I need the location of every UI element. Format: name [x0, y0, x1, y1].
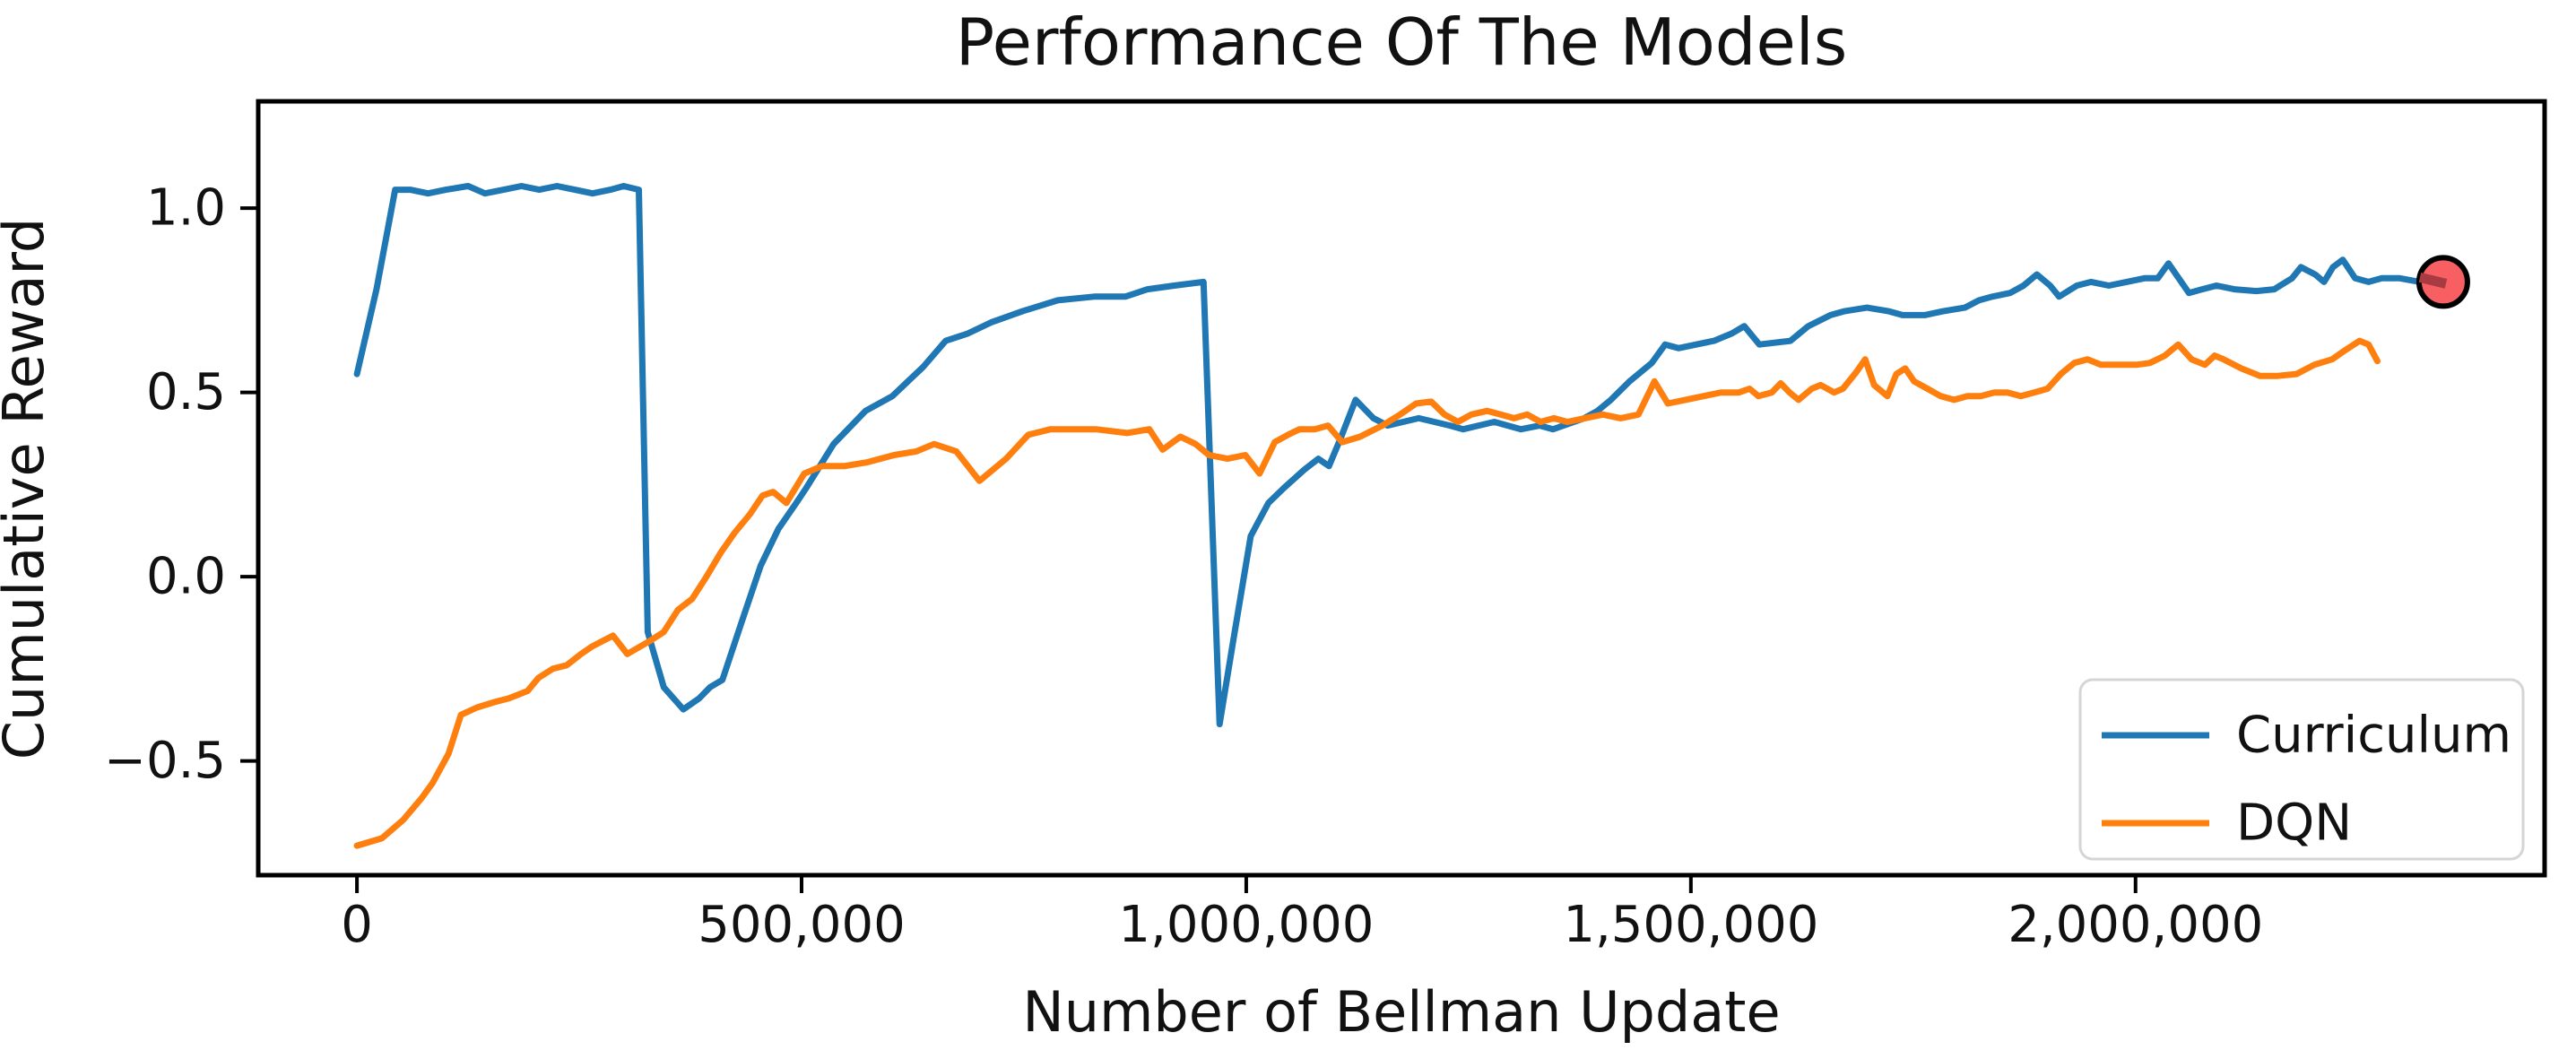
series-line-dqn — [353, 337, 2381, 849]
legend-curriculum-label: Curriculum — [2236, 707, 2511, 765]
legend: Curriculum DQN — [2078, 678, 2525, 861]
x-tick-label: 0 — [341, 896, 373, 954]
plot-frame — [256, 99, 2547, 878]
x-tick-label: 1,000,000 — [1118, 896, 1374, 954]
end-marker — [2416, 255, 2470, 309]
y-tick-label: 0.0 — [146, 548, 226, 606]
legend-dqn-label: DQN — [2236, 794, 2352, 853]
x-tick-label: 2,000,000 — [2008, 896, 2263, 954]
x-tick-label: 500,000 — [698, 896, 906, 954]
end-marker-dash — [2418, 273, 2448, 289]
y-tick-label: −0.5 — [104, 732, 226, 790]
y-axis-label: Cumulative Reward — [0, 218, 56, 760]
series-lines — [353, 183, 2441, 849]
y-tick-label: 1.0 — [146, 179, 226, 238]
x-axis-ticks: 0 500,000 1,000,000 1,500,000 2,000,000 — [341, 875, 2263, 954]
x-tick-label: 1,500,000 — [1563, 896, 1818, 954]
chart-title: Performance Of The Models — [956, 4, 1848, 80]
legend-box — [2078, 678, 2525, 861]
y-tick-label: 0.5 — [146, 363, 226, 421]
series-line-curriculum — [353, 183, 2441, 727]
y-axis-ticks: 1.0 0.5 0.0 −0.5 — [104, 179, 258, 790]
x-axis-label: Number of Bellman Update — [1022, 979, 1780, 1045]
